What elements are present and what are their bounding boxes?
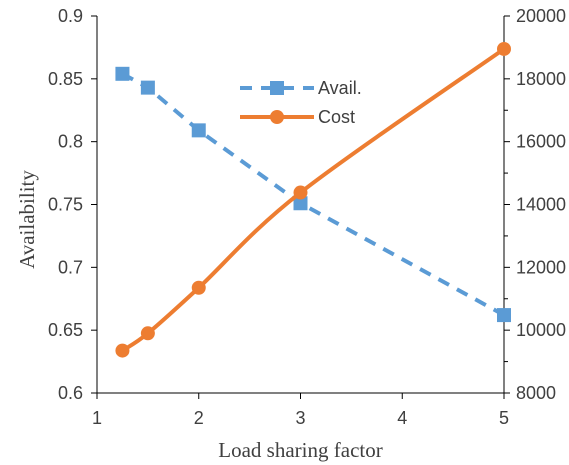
- legend: Avail. Cost: [240, 78, 362, 127]
- x-axis-title: Load sharing factor: [218, 438, 382, 462]
- axes: 1 2 3 4 5 0.6 0.65 0.7 0.75 0.8 0.85 0.9 8000 10000 12…: [48, 6, 566, 428]
- legend-marker-cost: [270, 110, 284, 124]
- data-point-avail: [140, 80, 155, 95]
- x-tick-label: 3: [295, 408, 305, 428]
- y-tick-label: 0.6: [58, 383, 83, 403]
- data-point-avail: [191, 123, 206, 138]
- series-line-cost: [120, 46, 506, 353]
- data-point-avail: [293, 196, 308, 211]
- y-axis-title: Availability: [15, 170, 39, 269]
- series-line-avail: [121, 72, 505, 317]
- data-point-avail: [115, 66, 130, 81]
- data-point-avail: [497, 308, 511, 323]
- y-tick-label: 0.7: [58, 257, 83, 277]
- legend-label-cost: Cost: [318, 107, 355, 127]
- data-point-cost: [497, 41, 511, 56]
- y-tick-label: 0.8: [58, 132, 83, 152]
- y-tick-label: 0.65: [48, 320, 83, 340]
- x-tick-label: 4: [397, 408, 407, 428]
- x-tick-label: 2: [194, 408, 204, 428]
- y2-tick-label: 14000: [516, 195, 566, 215]
- data-point-cost: [293, 185, 308, 200]
- y2-tick-label: 12000: [516, 257, 566, 277]
- legend-marker-avail: [270, 81, 284, 95]
- x-tick-label: 5: [499, 408, 509, 428]
- data-point-cost: [115, 343, 130, 358]
- legend-label-avail: Avail.: [318, 78, 362, 98]
- y2-tick-label: 18000: [516, 69, 566, 89]
- data-point-cost: [191, 280, 206, 295]
- y-tick-label: 0.75: [48, 195, 83, 215]
- data-point-cost: [140, 326, 155, 341]
- y2-tick-label: 10000: [516, 320, 566, 340]
- y2-tick-label: 16000: [516, 132, 566, 152]
- y2-tick-label: 8000: [516, 383, 556, 403]
- series-layer: [115, 41, 511, 358]
- y2-tick-label: 20000: [516, 6, 566, 26]
- x-tick-label: 1: [92, 408, 102, 428]
- y-tick-label: 0.9: [58, 6, 83, 26]
- y-tick-label: 0.85: [48, 69, 83, 89]
